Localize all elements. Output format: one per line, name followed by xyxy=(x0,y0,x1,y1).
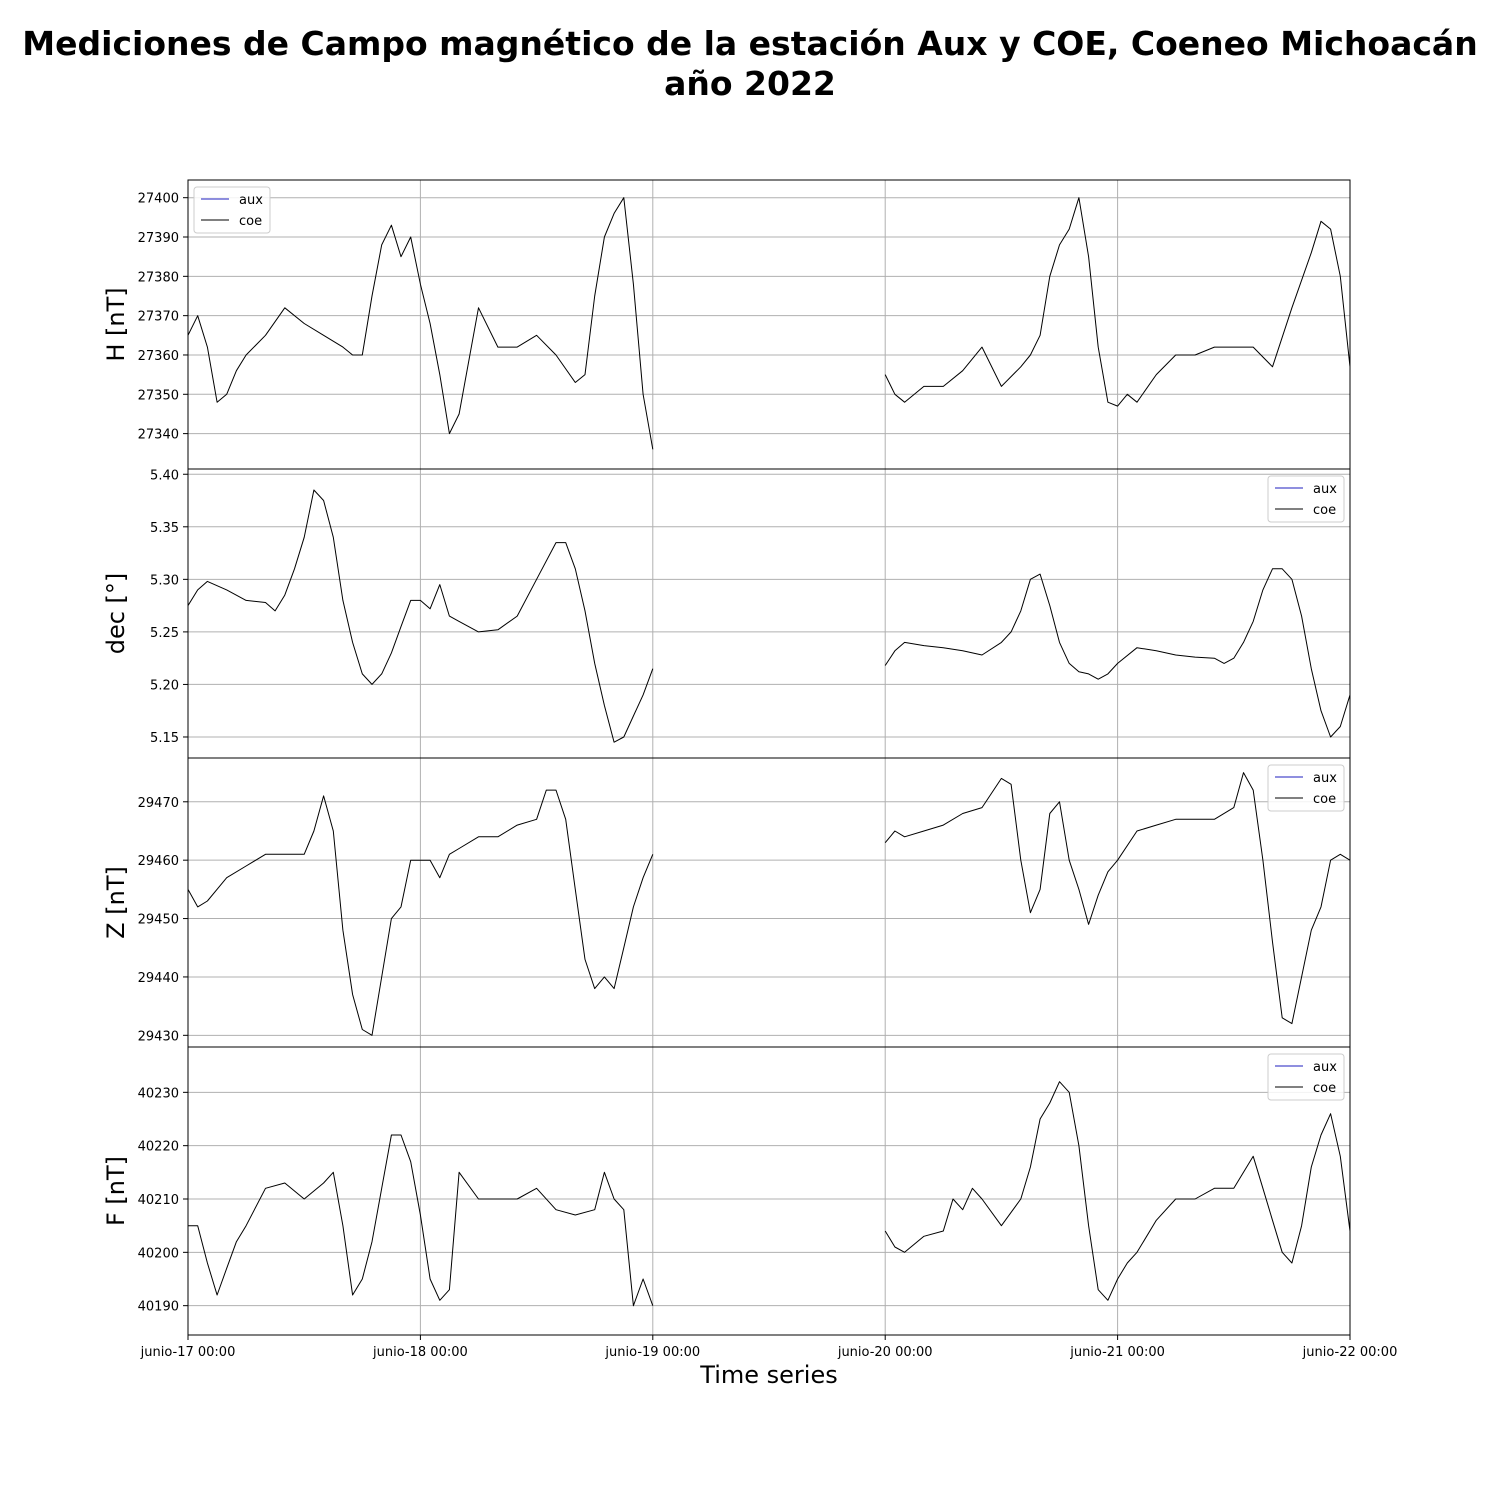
x-tick-label-1: junio-18 00:00 xyxy=(372,1345,468,1360)
x-axis-label: Time series xyxy=(699,1361,837,1389)
panel-3-series-coe-segment-1 xyxy=(188,789,654,1036)
panel-1-legend-label-coe: coe xyxy=(239,214,262,229)
panel-2-frame xyxy=(187,468,1351,759)
panel-2-ytick-label-3: 5.30 xyxy=(150,573,179,588)
panel-4-ylabel: F [nT] xyxy=(102,1156,130,1226)
panel-1-ytick-label-4: 27380 xyxy=(138,270,179,285)
panel-4: 40190 40200 40210 40220 40230 F [nT] aux coe xyxy=(102,1046,1351,1336)
panel-1: 27340 27350 27360 27370 27380 27390 27400 H [nT… xyxy=(102,179,1351,470)
panel-3-ytick-label-2: 29450 xyxy=(138,913,179,928)
panel-4-ytick-label-1: 40200 xyxy=(138,1246,179,1261)
chart-title-line-2: año 2022 xyxy=(664,64,836,103)
panel-4-ytick-label-3: 40220 xyxy=(138,1140,179,1155)
panel-3: 29430 29440 29450 29460 29470 Z [nT] aux coe xyxy=(102,757,1351,1048)
panel-3-legend-label-coe: coe xyxy=(1313,792,1336,807)
panel-4-legend-label-coe: coe xyxy=(1313,1081,1336,1096)
panel-3-ylabel: Z [nT] xyxy=(102,866,130,939)
panel-3-legend: aux coe xyxy=(1267,764,1345,812)
panel-4-frame xyxy=(187,1046,1351,1336)
panel-4-ytick-label-0: 40190 xyxy=(138,1300,179,1315)
panel-2-legend-label-coe: coe xyxy=(1313,503,1336,518)
panel-4-legend-label-aux: aux xyxy=(1313,1060,1337,1075)
panel-2-series-coe-segment-1 xyxy=(188,489,654,743)
panel-2-legend: aux coe xyxy=(1267,475,1345,523)
panel-1-series-coe-segment-2 xyxy=(884,197,1350,407)
x-tick-label-2: junio-19 00:00 xyxy=(604,1345,700,1360)
panel-4-series-coe-segment-1 xyxy=(188,1134,654,1307)
panel-1-ytick-label-6: 27400 xyxy=(138,192,179,207)
panel-4-series-coe-segment-2 xyxy=(884,1081,1350,1301)
panel-3-ytick-label-0: 29430 xyxy=(138,1029,179,1044)
x-tick-label-0: junio-17 00:00 xyxy=(140,1345,236,1360)
panel-4-ytick-label-2: 40210 xyxy=(138,1193,179,1208)
panel-1-ytick-label-1: 27350 xyxy=(138,388,179,403)
chart-panels: 27340 27350 27360 27370 27380 27390 27400 H [nT… xyxy=(102,179,1351,1336)
panel-2-ytick-label-2: 5.25 xyxy=(150,626,179,641)
x-tick-label-3: junio-20 00:00 xyxy=(837,1345,933,1360)
panel-2: 5.15 5.20 5.25 5.30 5.35 5.40 dec [°] aux coe xyxy=(102,468,1351,759)
panel-2-legend-label-aux: aux xyxy=(1313,482,1337,497)
panel-2-series-coe-segment-2 xyxy=(884,568,1350,738)
x-axis: junio-17 00:00 junio-18 00:00 junio-19 00:… xyxy=(140,1335,1398,1360)
panel-4-ytick-label-4: 40230 xyxy=(138,1086,179,1101)
panel-2-ytick-label-4: 5.35 xyxy=(150,521,179,536)
panel-4-legend: aux coe xyxy=(1267,1053,1345,1101)
panel-1-ylabel: H [nT] xyxy=(102,287,130,361)
chart-title-line-1: Mediciones de Campo magnético de la esta… xyxy=(22,24,1478,63)
panel-1-legend: aux coe xyxy=(193,186,271,234)
panel-1-ytick-label-0: 27340 xyxy=(138,428,179,443)
panel-2-ytick-label-0: 5.15 xyxy=(150,731,179,746)
panel-1-ytick-label-2: 27360 xyxy=(138,349,179,364)
panel-2-ytick-label-1: 5.20 xyxy=(150,678,179,693)
panel-3-ytick-label-1: 29440 xyxy=(138,971,179,986)
panel-1-ytick-label-3: 27370 xyxy=(138,310,179,325)
panel-2-ylabel: dec [°] xyxy=(102,573,130,655)
panel-3-legend-label-aux: aux xyxy=(1313,771,1337,786)
panel-1-series-coe-segment-1 xyxy=(188,197,654,450)
panel-3-ytick-label-3: 29460 xyxy=(138,854,179,869)
panel-2-ytick-label-5: 5.40 xyxy=(150,468,179,483)
x-tick-label-4: junio-21 00:00 xyxy=(1069,1345,1165,1360)
panel-3-series-coe-segment-2 xyxy=(884,772,1350,1025)
panel-1-legend-label-aux: aux xyxy=(239,193,263,208)
panel-3-ytick-label-4: 29470 xyxy=(138,796,179,811)
x-tick-label-5: junio-22 00:00 xyxy=(1302,1345,1398,1360)
chart-title: Mediciones de Campo magnético de la esta… xyxy=(0,24,1500,104)
panel-1-ytick-label-5: 27390 xyxy=(138,231,179,246)
panel-1-frame xyxy=(187,179,1351,470)
